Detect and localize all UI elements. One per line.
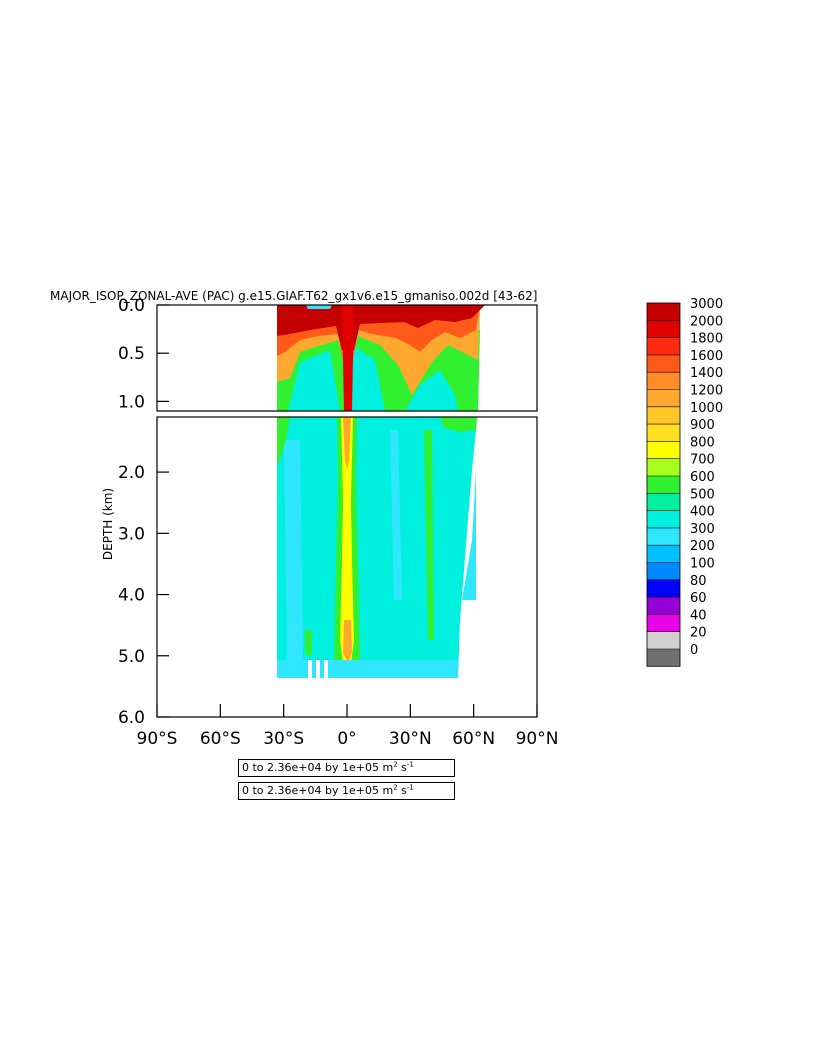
colorbar-swatch (647, 424, 680, 442)
y-tick-label: 5.0 (118, 647, 145, 667)
colorbar-label: 1400 (690, 366, 723, 381)
lower-equator-band-orange (343, 417, 352, 664)
lower-field-gap-1 (308, 660, 312, 678)
colorbar-swatch (647, 389, 680, 407)
colorbar-swatch (647, 614, 680, 632)
lower-field-gap-3 (324, 660, 328, 678)
x-axis: 90°S 60°S 30°S 0° 30°N 60°N 90°N (137, 704, 559, 749)
colorbar-label: 800 (690, 435, 715, 450)
y-tick-label: 3.0 (118, 524, 145, 544)
colorbar-swatch (647, 476, 680, 494)
contour-info-box-1: 0 to 2.36e+04 by 1e+05 m2 s-1 (238, 759, 455, 777)
colorbar-swatch (647, 510, 680, 528)
contour-info-exponent: -1 (406, 783, 414, 792)
upper-panel-field (277, 305, 485, 411)
y-tick-label: 1.0 (118, 392, 145, 412)
y-axis-lower: 2.0 3.0 4.0 5.0 6.0 (118, 463, 169, 728)
chart-title: MAJOR_ISOP_ZONAL-AVE (PAC) g.e15.GIAF.T6… (50, 289, 537, 303)
x-tick-label: 60°S (200, 729, 241, 749)
colorbar-swatch (647, 597, 680, 615)
upper-surface-cyan (306, 305, 332, 309)
colorbar-swatch (647, 320, 680, 338)
colorbar-label: 20 (690, 626, 707, 641)
contour-info-text: 0 to 2.36e+04 by 1e+05 m (242, 784, 394, 797)
x-tick-label: 90°S (137, 729, 178, 749)
contour-info-exponent: 2 (393, 783, 398, 792)
x-tick-label: 60°N (452, 729, 495, 749)
y-tick-label: 0.0 (118, 296, 145, 316)
colorbar-swatch (647, 493, 680, 511)
colorbar-swatch (647, 458, 680, 476)
lower-field-green-left (277, 417, 290, 465)
colorbar-label: 300 (690, 522, 715, 537)
x-tick-label: 30°N (389, 729, 432, 749)
colorbar-swatch (647, 562, 680, 580)
contour-info-exponent: 2 (393, 760, 398, 769)
colorbar-swatch (647, 649, 680, 667)
y-tick-label: 2.0 (118, 463, 145, 483)
y-tick-label: 0.5 (118, 344, 145, 364)
colorbar-label: 80 (690, 574, 707, 589)
colorbar-label: 100 (690, 557, 715, 572)
upper-field-red (277, 305, 485, 350)
colorbar-swatch (647, 372, 680, 390)
contour-info-exponent: -1 (406, 760, 414, 769)
x-tick-label: 0° (337, 729, 356, 749)
lower-equator-band-yellow (340, 417, 354, 664)
colorbar-label: 1000 (690, 401, 723, 416)
y-axis-label: DEPTH (km) (101, 488, 115, 560)
colorbar-frame (646, 302, 681, 667)
colorbar-swatch (647, 441, 680, 459)
colorbar-label: 40 (690, 608, 707, 623)
colorbar: 3000200018001600140012001000900800700600… (646, 297, 723, 667)
y-tick-label: 4.0 (118, 586, 145, 606)
colorbar-label: 900 (690, 418, 715, 433)
contour-info-text: 0 to 2.36e+04 by 1e+05 m (242, 761, 394, 774)
colorbar-swatch (647, 406, 680, 425)
colorbar-label: 3000 (690, 297, 723, 312)
colorbar-label: 1800 (690, 332, 723, 347)
upper-equator-jet (342, 305, 354, 411)
contour-info-unit: s (397, 784, 407, 797)
colorbar-label: 500 (690, 487, 715, 502)
lower-field-green-right (424, 417, 477, 640)
colorbar-swatch (647, 545, 680, 563)
colorbar-swatch (647, 354, 680, 373)
lower-field-gap-2 (316, 660, 320, 678)
colorbar-swatch (647, 303, 680, 321)
lower-panel-field (277, 417, 477, 678)
lower-field-bottom-blue (277, 660, 458, 678)
colorbar-label: 60 (690, 591, 707, 606)
colorbar-label: 1600 (690, 349, 723, 364)
colorbar-label: 400 (690, 505, 715, 520)
lower-field-green-blob (305, 630, 312, 655)
colorbar-label: 200 (690, 539, 715, 554)
x-tick-label: 90°N (516, 729, 559, 749)
colorbar-swatch (647, 337, 680, 355)
y-tick-label: 6.0 (118, 708, 145, 728)
colorbar-swatch (647, 527, 680, 546)
contour-info-unit: s (397, 761, 407, 774)
colorbar-label: 1200 (690, 384, 723, 399)
x-tick-label: 30°S (263, 729, 304, 749)
colorbar-label: 0 (690, 643, 698, 658)
contour-info-box-2: 0 to 2.36e+04 by 1e+05 m2 s-1 (238, 782, 455, 800)
colorbar-swatch (647, 631, 680, 649)
y-axis-upper: 0.0 0.5 1.0 (118, 296, 169, 412)
colorbar-label: 700 (690, 453, 715, 468)
colorbar-swatch (647, 579, 680, 598)
colorbar-label: 2000 (690, 314, 723, 329)
upper-panel-frame (156, 304, 538, 412)
colorbar-label: 600 (690, 470, 715, 485)
